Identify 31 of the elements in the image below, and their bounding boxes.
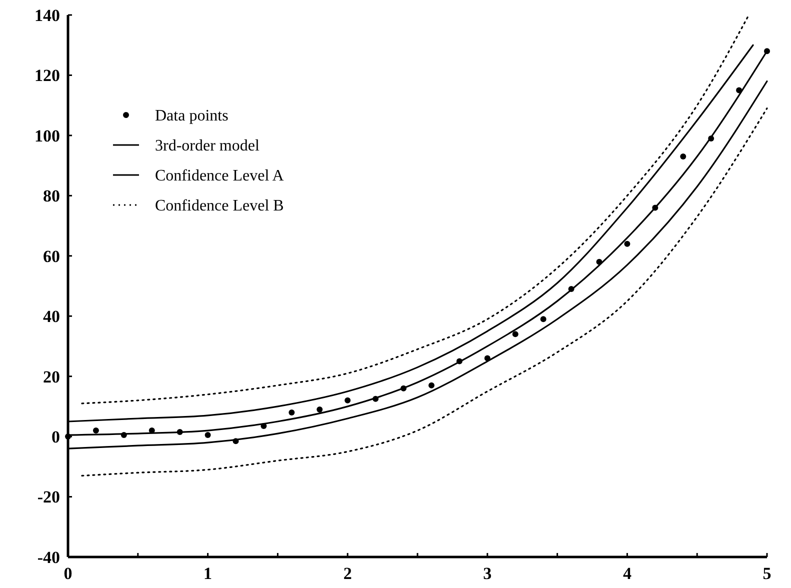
point bbox=[428, 382, 434, 388]
y-tick-label: 140 bbox=[34, 6, 60, 25]
x-tick-label: 0 bbox=[64, 564, 72, 583]
y-tick-label: 80 bbox=[43, 186, 60, 206]
line-series bbox=[81, 108, 768, 476]
point bbox=[540, 316, 546, 322]
y-tick-label: -40 bbox=[37, 548, 60, 567]
x-tick-label: 5 bbox=[762, 564, 772, 583]
point bbox=[680, 154, 686, 160]
y-tick-label: 120 bbox=[34, 66, 60, 86]
point bbox=[512, 331, 518, 338]
x-tick-label: 3 bbox=[483, 564, 492, 583]
x-tick-label: 1 bbox=[204, 564, 212, 583]
y-tick-label: 100 bbox=[34, 126, 60, 146]
point bbox=[624, 240, 630, 247]
x-tick-label: 4 bbox=[622, 564, 632, 583]
y-tick-label: 0 bbox=[52, 428, 60, 447]
y-tick-label: 40 bbox=[43, 307, 60, 326]
y-tick-label: 60 bbox=[43, 246, 60, 266]
point bbox=[316, 406, 323, 412]
point bbox=[288, 409, 295, 416]
legend-label: Confidence Level B bbox=[155, 198, 284, 215]
x-tick-label: 2 bbox=[343, 564, 352, 583]
legend-label: 3rd-order model bbox=[155, 138, 260, 155]
legend-label: Data points bbox=[155, 108, 228, 125]
y-tick-label: 20 bbox=[43, 367, 60, 386]
legend-label: Confidence Level A bbox=[155, 168, 284, 185]
y-tick-label: -20 bbox=[37, 488, 60, 507]
point bbox=[92, 428, 99, 434]
point bbox=[204, 432, 211, 438]
point bbox=[344, 397, 351, 404]
